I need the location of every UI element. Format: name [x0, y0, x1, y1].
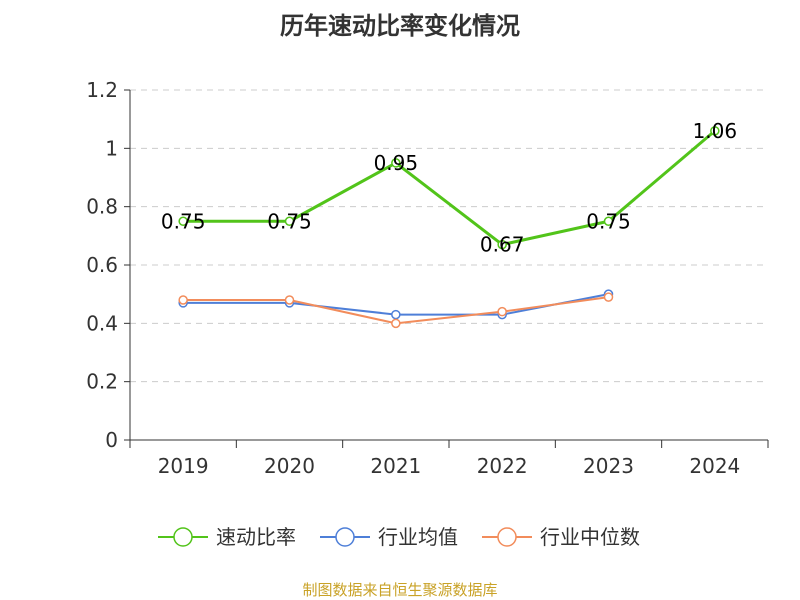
y-tick-label: 0 — [105, 428, 118, 452]
data-label: 0.75 — [161, 209, 206, 233]
axes: 0 0.2 0.4 0.6 0.8 1 1.2 2019 2020 2021 2022 2023 202… — [86, 78, 769, 478]
data-point — [284, 216, 295, 226]
y-tick-label: 0.6 — [86, 253, 118, 277]
series-layer — [178, 126, 720, 329]
data-point — [391, 309, 401, 320]
data-point — [391, 318, 401, 329]
data-point — [497, 239, 507, 250]
data-point — [178, 295, 188, 305]
legend-item: 行业中位数 — [482, 525, 640, 549]
y-tick-label: 0.8 — [86, 195, 118, 219]
data-point — [391, 158, 401, 168]
data-label: 0.75 — [586, 209, 631, 233]
y-tick-label: 1.2 — [86, 78, 118, 102]
x-tick-label: 2019 — [158, 454, 209, 478]
legend-marker — [335, 527, 355, 547]
legend-marker — [497, 527, 517, 547]
x-tick-label: 2023 — [583, 454, 634, 478]
source-note: 制图数据来自恒生聚源数据库 — [302, 581, 497, 599]
series-line — [183, 129, 716, 247]
x-tick-label: 2021 — [370, 454, 421, 478]
grid — [130, 89, 768, 383]
x-tick-label: 2024 — [689, 454, 740, 478]
data-label: 1.06 — [693, 119, 738, 143]
y-tick-label: 1 — [105, 136, 118, 160]
y-tick-label: 0.4 — [86, 311, 118, 335]
legend: 速动比率 行业均值 行业中位数 — [158, 525, 640, 549]
y-tick-label: 0.2 — [86, 370, 118, 394]
data-point — [710, 126, 720, 136]
legend-label: 行业中位数 — [540, 525, 640, 549]
data-label: 0.67 — [480, 233, 525, 257]
x-tick-label: 2020 — [264, 454, 315, 478]
data-label: 0.75 — [267, 209, 312, 233]
data-point — [603, 292, 614, 302]
chart-title: 历年速动比率变化情况 — [280, 12, 520, 40]
x-tick-label: 2022 — [477, 454, 528, 478]
data-point — [178, 216, 188, 226]
data-labels: 0.75 0.75 0.95 0.67 0.75 1.06 — [161, 119, 737, 257]
legend-label: 速动比率 — [216, 525, 296, 549]
legend-item: 速动比率 — [158, 525, 296, 549]
data-point — [284, 295, 295, 305]
data-point — [497, 306, 507, 317]
data-label: 0.95 — [374, 151, 419, 175]
data-point — [603, 216, 614, 226]
legend-item: 行业均值 — [320, 525, 458, 549]
legend-marker — [173, 527, 193, 547]
legend-label: 行业均值 — [378, 525, 458, 549]
